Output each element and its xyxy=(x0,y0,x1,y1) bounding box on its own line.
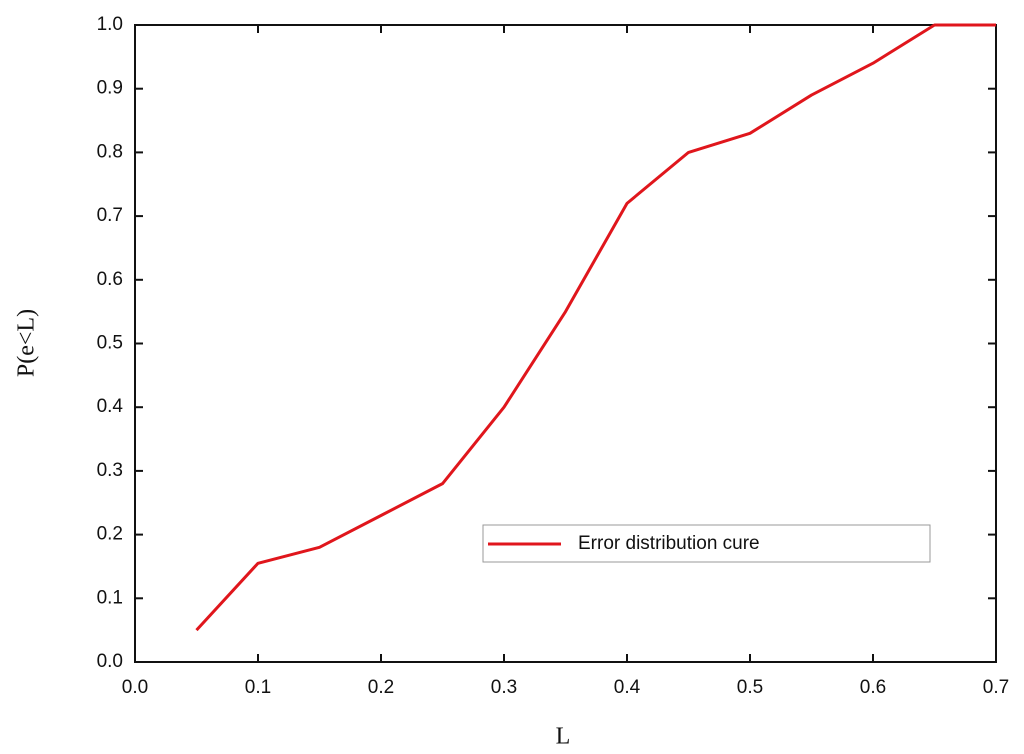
x-tick-label: 0.0 xyxy=(122,677,148,698)
y-tick-label: 0.3 xyxy=(97,460,123,481)
x-tick-label: 0.6 xyxy=(860,677,886,698)
x-tick-label: 0.1 xyxy=(245,677,271,698)
y-tick-label: 0.2 xyxy=(97,524,123,545)
x-tick-label: 0.5 xyxy=(737,677,763,698)
x-axis-label: L xyxy=(556,724,571,750)
x-tick-label: 0.2 xyxy=(368,677,394,698)
y-tick-label: 0.0 xyxy=(97,651,123,672)
plot-frame xyxy=(134,24,997,663)
y-tick-label: 0.1 xyxy=(97,587,123,608)
x-tick-label: 0.3 xyxy=(491,677,517,698)
x-tick-label: 0.4 xyxy=(614,677,641,698)
line-series xyxy=(195,23,996,632)
x-tick-label: 0.7 xyxy=(983,677,1009,698)
y-tick-label: 0.4 xyxy=(97,396,124,417)
y-tick-label: 1.0 xyxy=(97,14,123,35)
y-tick-label: 0.8 xyxy=(97,141,123,162)
y-tick-label: 0.6 xyxy=(97,269,123,290)
y-tick-label: 0.7 xyxy=(97,205,123,226)
y-tick-label: 0.9 xyxy=(97,78,123,99)
legend-label: Error distribution cure xyxy=(578,533,760,554)
y-tick-label: 0.5 xyxy=(97,333,123,354)
y-axis-label: P(e<L) xyxy=(14,309,40,377)
